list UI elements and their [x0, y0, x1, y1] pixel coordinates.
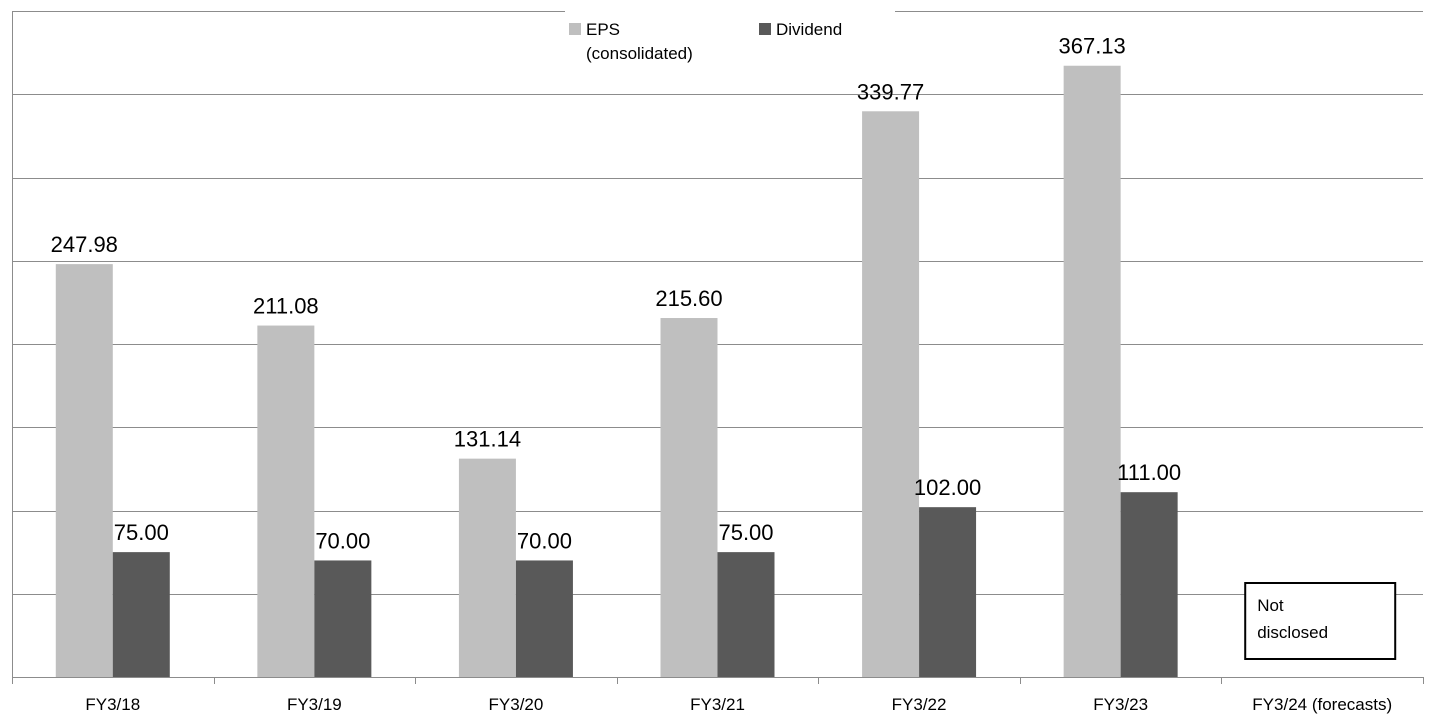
- dividend-bar: [112, 552, 170, 677]
- eps-bar: [257, 325, 315, 677]
- dividend-bar: [515, 560, 573, 677]
- dividend-data-label: 75.00: [114, 520, 169, 545]
- eps-data-label: 131.14: [454, 427, 521, 452]
- x-tick-label: FY3/20: [489, 695, 544, 714]
- x-tick-label: FY3/19: [287, 695, 342, 714]
- dividend-bar: [919, 507, 977, 677]
- dividend-data-label: 75.00: [718, 520, 773, 545]
- eps-data-label: 339.77: [857, 79, 924, 104]
- x-tick-label: FY3/18: [85, 695, 140, 714]
- legend-label-eps: EPS: [586, 20, 620, 39]
- x-axis: FY3/18 FY3/19 FY3/20 FY3/21 FY3/22 FY3/23 FY3/…: [12, 11, 1424, 714]
- eps-bar: [55, 264, 113, 677]
- eps-data-label: 215.60: [655, 286, 722, 311]
- eps-data-label: 211.08: [253, 294, 319, 319]
- data-labels: 247.98 211.08 131.14 215.60 339.77 367.13 75.0…: [51, 34, 1182, 554]
- dividend-data-label: 102.00: [914, 475, 981, 500]
- eps-bar: [1063, 65, 1121, 677]
- dividend-bar: [1120, 492, 1178, 677]
- legend-label-dividend: Dividend: [776, 20, 842, 39]
- dividend-data-label: 70.00: [315, 528, 370, 553]
- eps-bar: [458, 458, 516, 677]
- x-tick-label: FY3/22: [892, 695, 947, 714]
- legend: EPS (consolidated) Dividend: [565, 6, 895, 78]
- dividend-data-label: 111.00: [1117, 460, 1181, 485]
- eps-bar: [862, 111, 920, 677]
- dividend-bar: [717, 552, 775, 677]
- dividend-data-label: 70.00: [517, 528, 572, 553]
- legend-swatch-dividend: [759, 23, 771, 35]
- eps-data-label: 367.13: [1058, 34, 1125, 59]
- not-disclosed-text: Not: [1257, 596, 1284, 615]
- eps-bar: [660, 318, 718, 677]
- legend-background: [565, 6, 895, 78]
- bars: [55, 65, 1178, 677]
- not-disclosed-note: Not disclosed: [1244, 582, 1397, 660]
- legend-label-eps: (consolidated): [586, 44, 693, 63]
- not-disclosed-text: disclosed: [1257, 623, 1328, 642]
- eps-data-label: 247.98: [51, 232, 118, 257]
- x-tick-label: FY3/21: [690, 695, 745, 714]
- x-tick-label: FY3/23: [1093, 695, 1148, 714]
- legend-swatch-eps: [569, 23, 581, 35]
- not-disclosed-box: [1244, 582, 1397, 660]
- dividend-bar: [314, 560, 372, 677]
- x-tick-label: FY3/24 (forecasts): [1252, 695, 1392, 714]
